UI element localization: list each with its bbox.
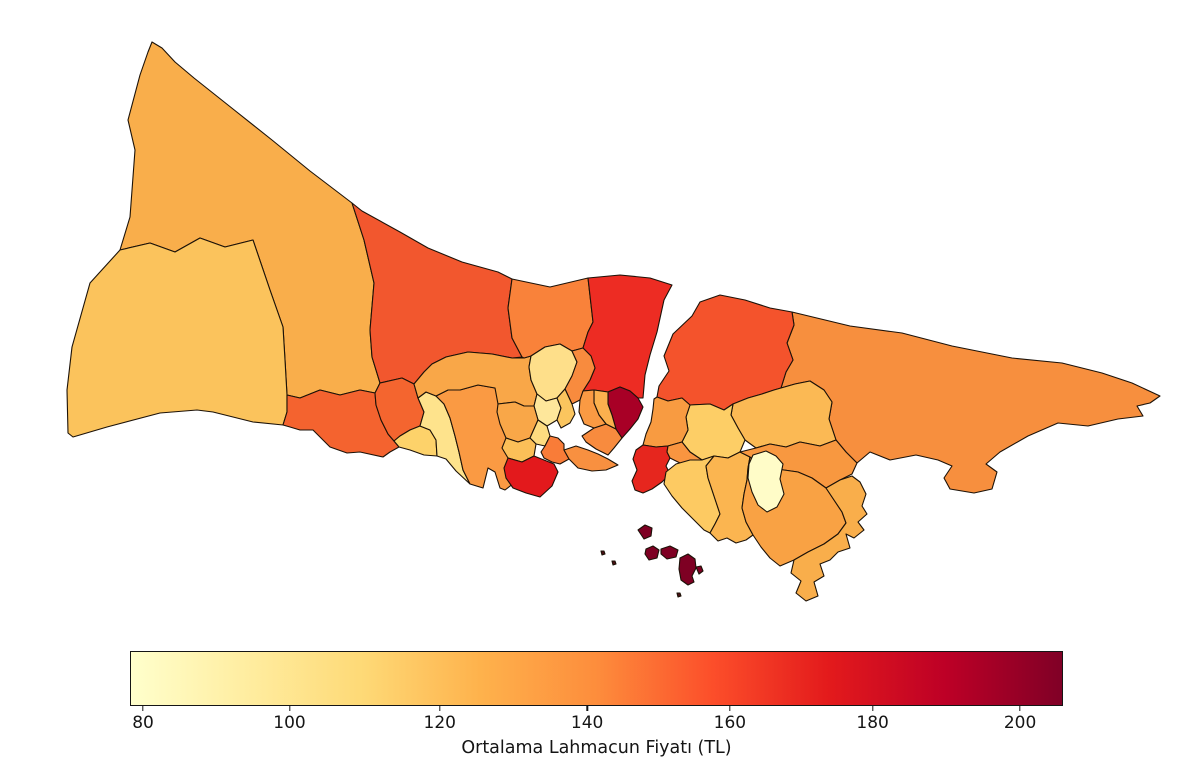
colorbar-tick-label: 80 (132, 713, 154, 733)
district-adalar: Adalar: 205 TL (637, 524, 704, 586)
small-islets (600, 550, 682, 598)
district-kagithane: Kağıthane: 133 TL (578, 389, 607, 429)
colorbar-tick-mark (586, 706, 588, 711)
colorbar-tick-mark (288, 706, 291, 711)
district-bayrampasa: Bayrampaşa: 120 TL (556, 388, 576, 429)
district-uskudar: Üsküdar: 134 TL (642, 396, 691, 448)
colorbar-axis-label: Ortalama Lahmacun Fiyatı (TL) (461, 738, 732, 758)
colorbar-tick-label: 120 (423, 713, 456, 733)
district-sariyer: Sarıyer: 168 TL (582, 274, 673, 399)
colorbar-tick-label: 180 (856, 713, 889, 733)
colorbar: 80 100 120 140 160 180 200 Ortalama Lahmacun F… (130, 651, 1063, 758)
district-silivri: Silivri: 119 TL (66, 237, 288, 438)
colorbar-tick-label: 200 (1003, 713, 1037, 733)
colorbar-tick-mark (871, 706, 874, 711)
district-sultanbeyli: Sultanbeyli: 81 TL (747, 450, 785, 513)
colorbar-tick-label: 140 (570, 713, 604, 733)
district-buyukcekmece: Büyükçekmece: 152 TL (282, 389, 400, 458)
colorbar-tick-mark (439, 706, 441, 711)
district-kadikoy: Kadıköy: 170 TL (631, 444, 671, 494)
district-bakirkoy: Bakırköy: 175 TL (503, 455, 559, 498)
colorbar-gradient (130, 651, 1063, 706)
colorbar-tick-mark (1019, 706, 1021, 711)
colorbar-tick-mark (142, 706, 144, 711)
colorbar-tick-mark (729, 706, 731, 711)
district-tuzla: Tuzla: 126 TL (790, 475, 868, 602)
colorbar-tick-label: 160 (713, 713, 747, 733)
district-fatih: Fatih: 137 TL (563, 445, 619, 472)
colorbar-tick-label: 100 (273, 713, 306, 733)
